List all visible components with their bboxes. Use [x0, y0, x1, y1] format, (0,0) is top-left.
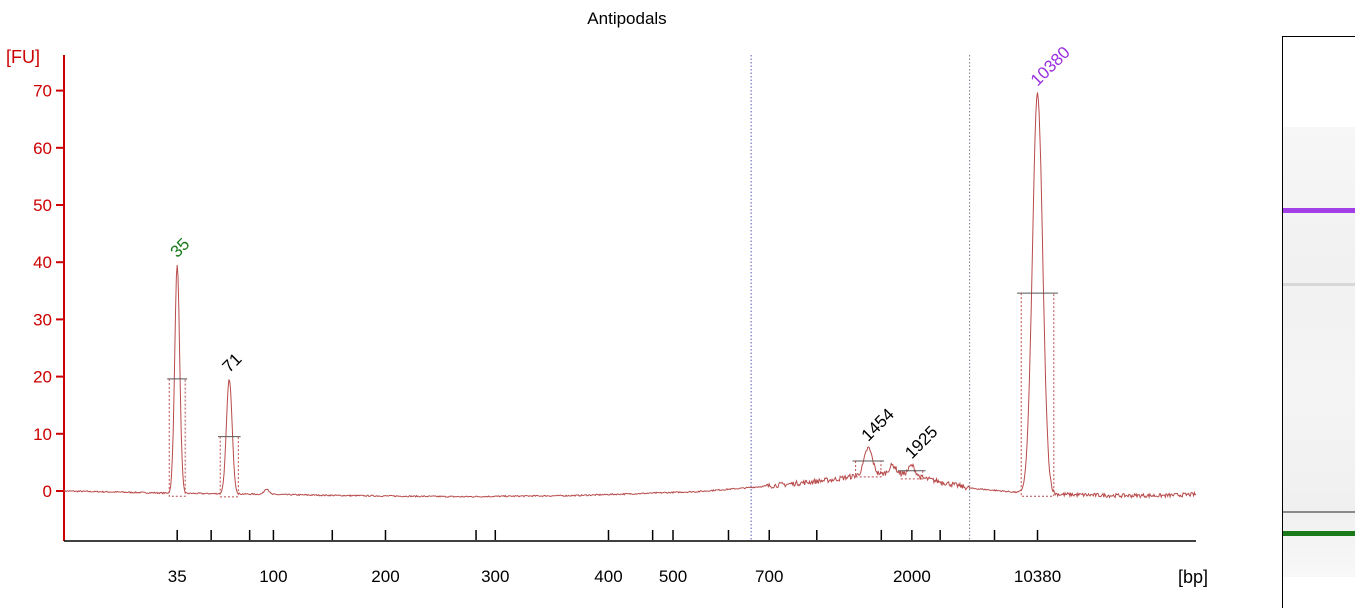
peak-integration-box — [855, 460, 882, 478]
chart-title: Antipodals — [587, 9, 666, 28]
x-axis-label: [bp] — [1178, 567, 1208, 587]
x-tick-label: 500 — [659, 567, 687, 586]
trace-layer — [63, 92, 1197, 500]
gel-band — [1283, 510, 1355, 513]
peak-label: 35 — [167, 235, 194, 262]
region-lines — [750, 55, 971, 541]
x-tick-label: 2000 — [893, 567, 931, 586]
y-tick-label: 0 — [43, 482, 52, 501]
peak-label: 71 — [219, 349, 246, 376]
peak-integration-box — [219, 436, 239, 498]
y-tick-label: 70 — [33, 82, 52, 101]
y-tick-label: 40 — [33, 253, 52, 272]
peak-annotations: 35 71 1454 1925 10380 — [167, 43, 1074, 498]
gel-band — [1283, 530, 1355, 536]
y-tick-label: 60 — [33, 139, 52, 158]
x-tick-label: 100 — [259, 567, 287, 586]
x-tick-label: 10380 — [1014, 567, 1061, 586]
x-tick-label: 400 — [594, 567, 622, 586]
peak-label: 1454 — [858, 405, 898, 445]
peak-label: 10380 — [1027, 43, 1074, 90]
electropherogram-chart: Antipodals [FU] [bp] 0 10 20 30 40 50 60 70 35 10… — [6, 9, 1208, 587]
x-tick-label: 35 — [168, 567, 187, 586]
signal-trace — [63, 92, 1197, 500]
y-tick-label: 20 — [33, 368, 52, 387]
peak-label: 1925 — [901, 422, 941, 462]
y-tick-label: 10 — [33, 425, 52, 444]
gel-band — [1283, 208, 1355, 214]
x-tick-label: 200 — [371, 567, 399, 586]
y-tick-label: 50 — [33, 196, 52, 215]
y-tick-label: 30 — [33, 310, 52, 329]
y-axis-label: [FU] — [6, 47, 40, 67]
x-tick-label: 300 — [481, 567, 509, 586]
gel-band — [1283, 282, 1355, 286]
peak-integration-box — [1020, 293, 1055, 497]
gel-lane-background — [1283, 127, 1355, 577]
gel-lane — [1282, 36, 1355, 608]
peak-integration-box — [900, 470, 924, 480]
peak-integration-box — [168, 378, 186, 497]
axes: 0 10 20 30 40 50 60 70 35 100 200 300 400 500 700 2000 1… — [33, 55, 1196, 586]
x-tick-label: 700 — [755, 567, 783, 586]
